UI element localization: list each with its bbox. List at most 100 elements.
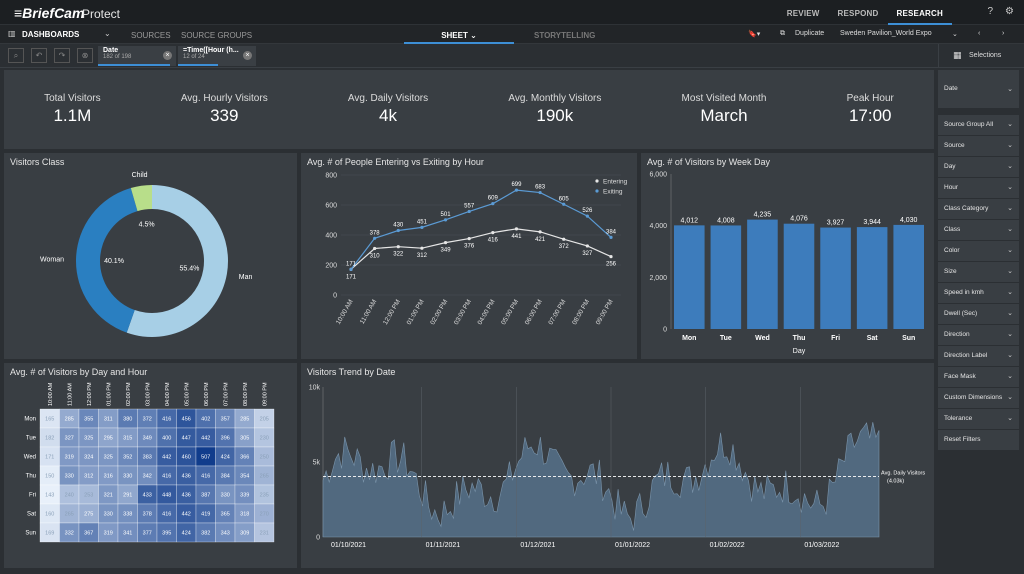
help-icon[interactable]: ? [987,6,994,17]
source-groups-tab[interactable]: SOURCE GROUPS [181,31,253,40]
bar-fri[interactable] [820,227,851,329]
nav-respond[interactable]: RESPOND [837,9,879,18]
clear-selections-icon[interactable]: ⊗ [77,48,93,63]
data-point[interactable] [609,255,613,259]
close-icon[interactable]: × [243,51,252,60]
data-point[interactable] [514,188,519,192]
data-point[interactable] [373,246,377,251]
kpi-most-visited-month[interactable]: Most Visited Month March [682,93,767,126]
bar-wed[interactable] [747,219,778,329]
kpi-avg-hourly[interactable]: Avg. Hourly Visitors 339 [181,93,268,126]
kpi-peak-hour[interactable]: Peak Hour 17:00 [847,93,894,126]
data-point[interactable] [585,244,589,248]
data-point[interactable] [443,218,448,222]
sidebar-filter-item[interactable]: Source ⌄ [938,136,1019,156]
bar-sat[interactable] [856,227,888,329]
sidebar-filter-item[interactable]: Dwell (Sec) ⌄ [938,304,1019,324]
nav-review[interactable]: REVIEW [786,9,820,18]
filter-chip-hour[interactable]: =Time([Hour (h... 12 of 24 × [178,46,256,66]
next-sheet-icon[interactable]: › [1002,30,1005,37]
heatmap-chart[interactable]: 10:00 AM 11:00 AM 12:00 PM 01:00 PM 02:00 PM… [4,363,297,568]
heatmap-panel[interactable]: Avg. # of Visitors by Day and Hour 10:00… [4,363,297,568]
data-point[interactable] [562,202,566,206]
duplicate-icon[interactable]: ⧉ [780,30,785,37]
donut-slice-woman[interactable] [75,188,138,333]
sidebar-filter-item[interactable]: Color ⌄ [938,241,1019,261]
cell-value: 355 [84,417,93,423]
data-point[interactable] [396,228,400,233]
sidebar-filter-item[interactable]: Direction Label ⌄ [938,346,1019,366]
bar-mon[interactable] [674,225,705,329]
data-point[interactable] [467,209,471,214]
sidebar-filter-item[interactable]: Class ⌄ [938,220,1019,240]
data-point[interactable] [373,236,377,240]
trend-area[interactable] [322,422,880,538]
nav-research[interactable]: RESEARCH [887,0,952,25]
data-point[interactable] [538,230,542,234]
duplicate-button[interactable]: Duplicate [795,30,825,37]
step-back-icon[interactable]: ↶ [31,48,47,63]
trend-chart[interactable]: 0 5k 10k 01/10/2021 01/11/2021 01/12/2021 01/0… [301,363,934,568]
sheet-tab[interactable]: SHEET ⌄ [404,25,514,44]
series-line-entering[interactable] [350,228,612,270]
data-point[interactable] [420,246,424,250]
data-point[interactable] [467,237,471,241]
data-point[interactable] [443,241,448,245]
donut-chart[interactable]: 55.4% Man 40.1% Woman 4.5% Child [4,153,297,359]
sidebar-filter-item[interactable]: Tolerance ⌄ [938,409,1019,429]
kpi-avg-monthly[interactable]: Avg. Monthly Visitors 190k [508,93,601,126]
entering-exiting-panel[interactable]: Avg. # of People Entering vs Exiting by … [301,153,637,359]
sidebar-filter-item[interactable]: Class Category ⌄ [938,199,1019,219]
data-point[interactable] [609,235,613,239]
sidebar-filter-item[interactable]: Hour ⌄ [938,178,1019,198]
step-forward-icon[interactable]: ↷ [54,48,70,63]
data-point[interactable] [562,237,566,241]
row-label: Tue [26,436,37,442]
close-icon[interactable]: × [163,51,172,60]
cell-value: 507 [201,455,210,461]
sidebar-filter-item[interactable]: Size ⌄ [938,262,1019,282]
gear-icon[interactable]: ⚙ [1005,6,1014,17]
bookmark-icon[interactable]: 🔖▾ [748,31,761,38]
smart-search-icon[interactable]: ⌕ [8,48,24,63]
chevron-down-icon[interactable]: ⌄ [952,31,958,38]
weekday-panel[interactable]: Avg. # of Visitors by Week Day 0 2,000 4,0… [641,153,934,359]
kpi-avg-daily[interactable]: Avg. Daily Visitors 4k [348,93,428,126]
line-chart[interactable]: 0 200 400 600 800 171 310 322 312 349 376 416 441 421… [301,153,637,359]
data-point[interactable] [491,202,495,206]
bar-thu[interactable] [783,223,815,329]
workspace-selector[interactable]: Sweden Pavilion_World Expo [840,30,932,37]
heatmap-cell[interactable] [254,522,275,543]
filter-chip-date[interactable]: Date 182 of 198 × [98,46,176,66]
storytelling-tab[interactable]: STORYTELLING [534,31,596,40]
selections-button[interactable]: ▦ Selections [938,44,1024,68]
donut-slice-man[interactable] [126,185,229,337]
bar-sun[interactable] [893,224,924,329]
data-point[interactable] [585,214,589,218]
data-point[interactable] [514,227,519,231]
sidebar-filter-item[interactable]: Face Mask ⌄ [938,367,1019,387]
donut-slice-child[interactable] [130,185,152,212]
data-point[interactable] [538,190,542,195]
sidebar-filter-item[interactable]: Reset Filters [938,430,1019,450]
sidebar-filter-item[interactable]: Day ⌄ [938,157,1019,177]
dashboards-menu[interactable]: DASHBOARDS [22,30,80,39]
data-point[interactable] [420,225,424,229]
chevron-down-icon[interactable]: ⌄ [104,29,111,38]
data-point[interactable] [396,245,400,249]
visitors-class-panel[interactable]: Visitors Class 55.4% Man 40.1% Woman 4.5% Chi… [4,153,297,359]
bar-tue[interactable] [710,225,742,329]
sidebar-filter-item[interactable]: Speed in kmh ⌄ [938,283,1019,303]
sidebar-filter-item[interactable]: Source Group All ⌄ [938,115,1019,135]
trend-panel[interactable]: Visitors Trend by Date 0 5k 10k 01/10/2021 0… [301,363,934,568]
kpi-total-visitors[interactable]: Total Visitors 1.1M [44,93,101,126]
data-point[interactable] [349,267,353,271]
series-line-exiting[interactable] [350,189,612,270]
bar-chart[interactable]: 0 2,000 4,000 6,000 4,012 Mon 4,008 Tue 4,235 Wed… [641,153,934,359]
sidebar-filter-item[interactable]: Direction ⌄ [938,325,1019,345]
data-point[interactable] [491,231,495,235]
sources-tab[interactable]: SOURCES [131,31,171,40]
prev-sheet-icon[interactable]: ‹ [978,30,981,37]
sidebar-date[interactable]: Date ⌄ [938,70,1019,108]
sidebar-filter-item[interactable]: Custom Dimensions ⌄ [938,388,1019,408]
